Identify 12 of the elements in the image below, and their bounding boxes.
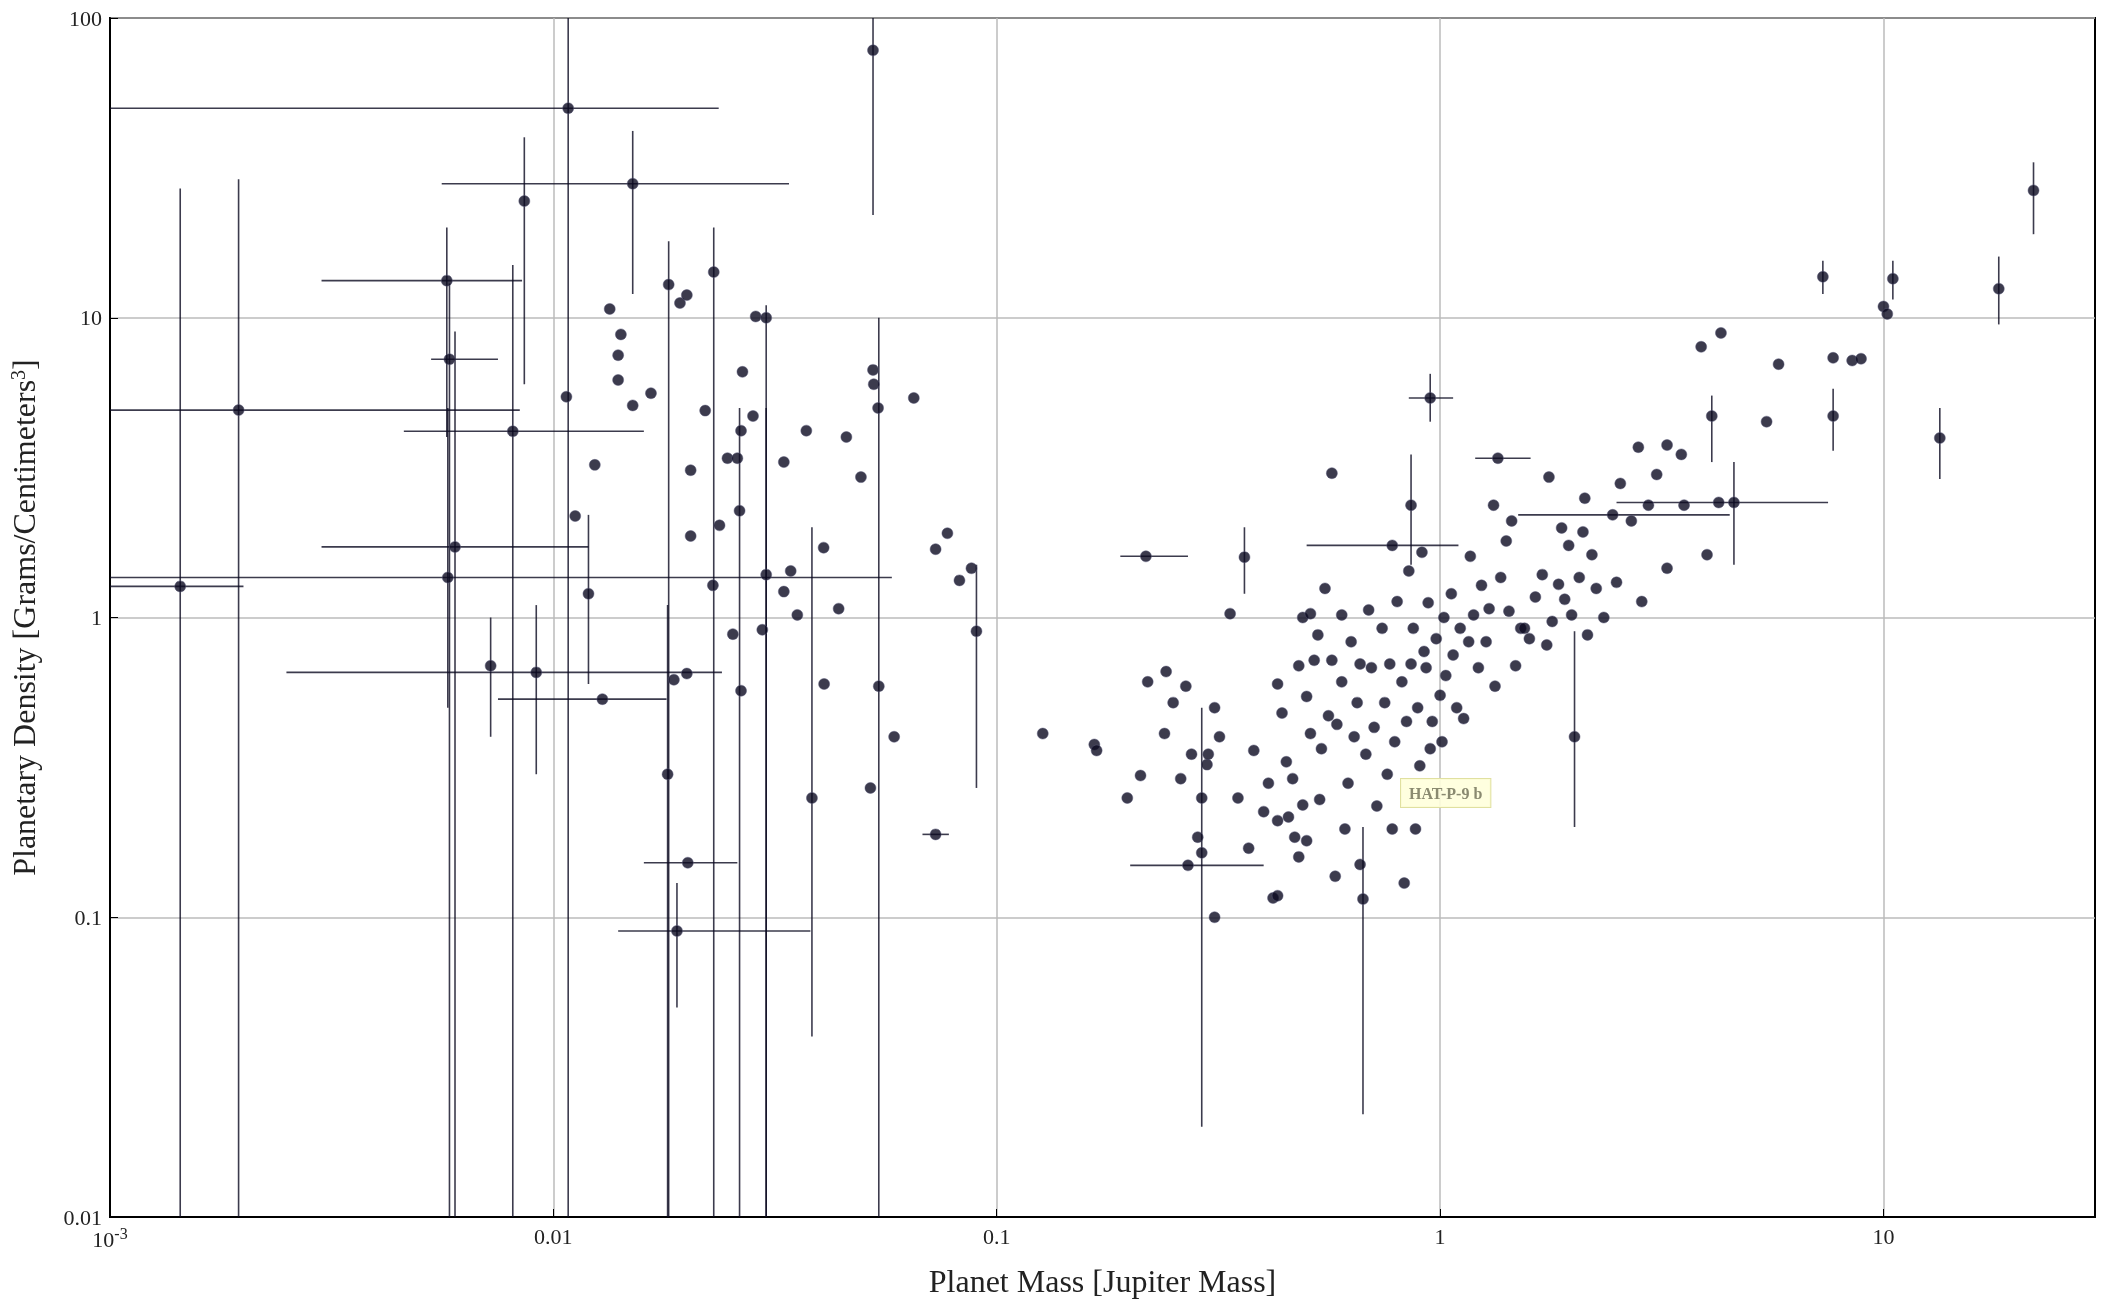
y-tick-label: 10 — [80, 305, 102, 331]
y-tick-label: 0.1 — [74, 904, 102, 930]
y-tick-label: 0.01 — [63, 1204, 102, 1230]
y-axis-title: Planetary Density [Grams/Centimeters3] — [6, 359, 42, 876]
x-tick-label: 0.1 — [982, 1223, 1011, 1249]
y-tick-label: 1 — [91, 605, 102, 630]
x-tick-label: 10 — [1872, 1223, 1895, 1249]
annotation: HAT-P-9 b — [1409, 784, 1483, 802]
x-axis-title: Planet Mass [Jupiter Mass] — [928, 1263, 1277, 1299]
y-tick-label: 100 — [69, 5, 102, 31]
x-tick-label: 0.01 — [534, 1223, 573, 1249]
x-tick-label: 1 — [1434, 1223, 1446, 1249]
